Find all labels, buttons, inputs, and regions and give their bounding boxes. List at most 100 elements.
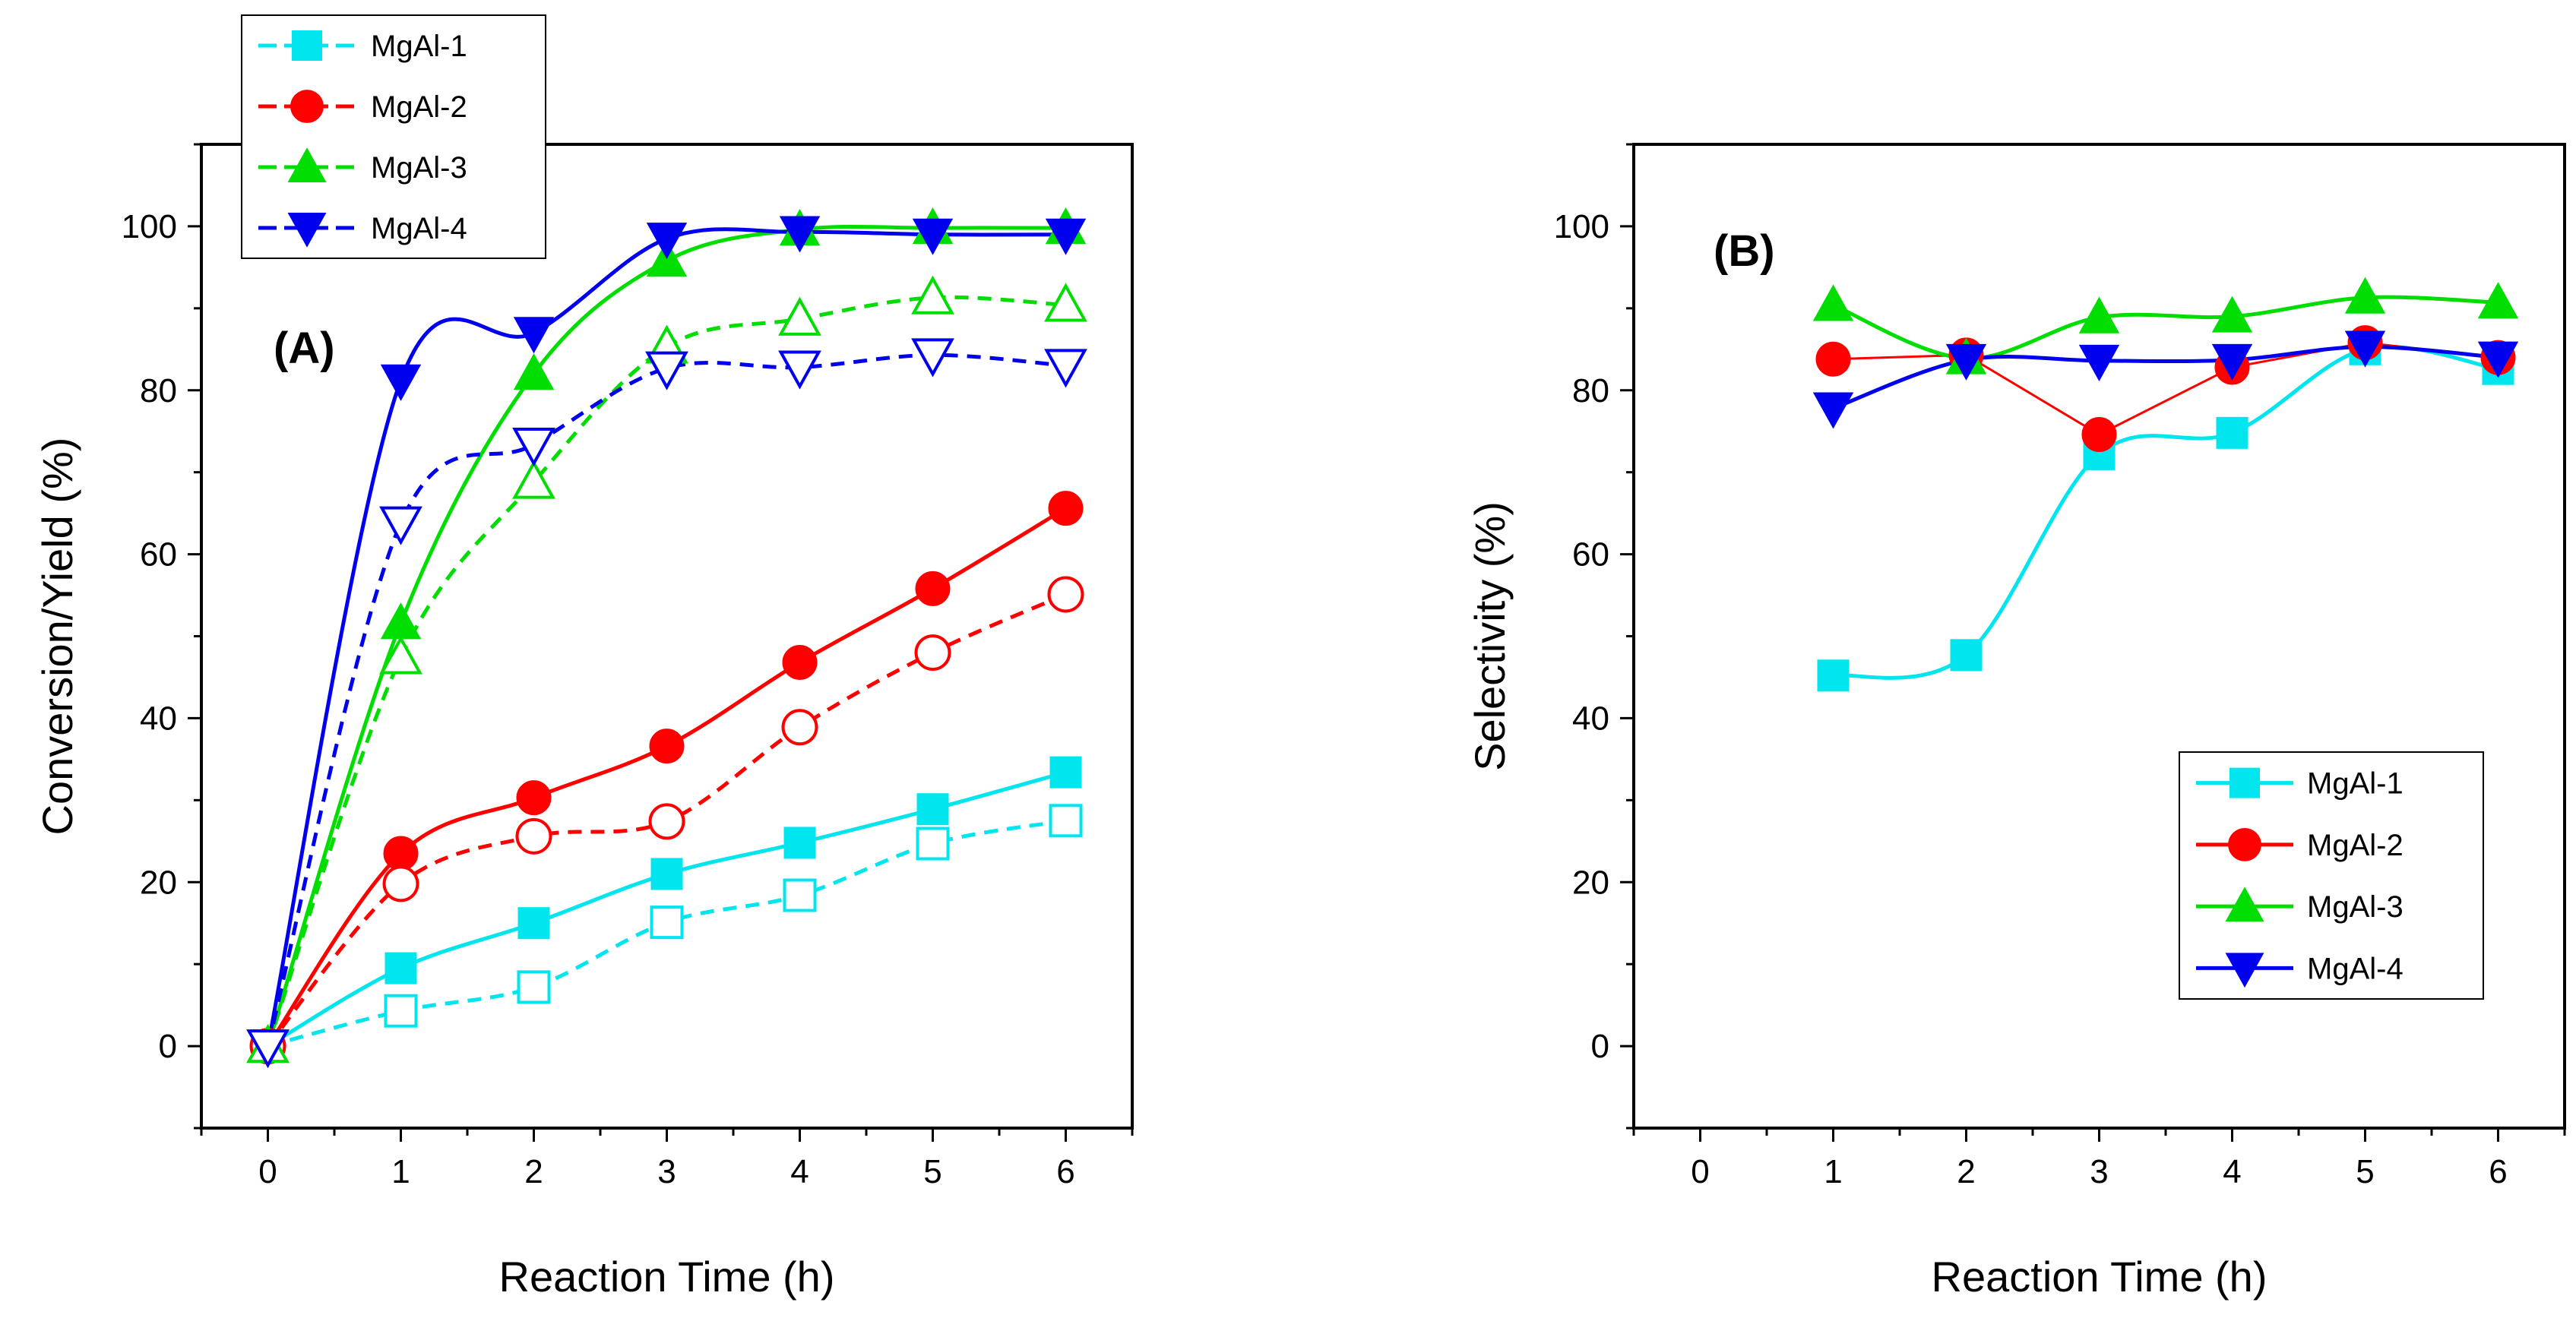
data-point-mgal-4-yield <box>911 338 954 378</box>
series-line-mgal-4-yield <box>266 352 1066 1047</box>
x-tick-label: 2 <box>524 1153 543 1190</box>
data-point-mgal-1-yield <box>384 994 418 1028</box>
data-point-mgal-4 <box>1945 343 1987 381</box>
data-point-mgal-3-conversion <box>513 353 555 390</box>
data-point-mgal-2-conversion <box>1048 491 1084 526</box>
data-point-mgal-4-conversion <box>646 223 688 260</box>
legend-marker <box>2225 953 2264 988</box>
data-point-mgal-1-yield <box>517 970 551 1004</box>
data-point-mgal-3 <box>2477 282 2519 319</box>
y-tick-label: 20 <box>1572 864 1609 901</box>
y-axis-title: Selectivity (%) <box>1466 501 1514 771</box>
data-point-mgal-4-yield <box>1044 349 1087 388</box>
data-point-mgal-4-yield <box>778 350 821 390</box>
legend-label: MgAl-4 <box>2307 952 2404 985</box>
data-point-mgal-2 <box>1815 341 1851 377</box>
y-tick-label: 80 <box>1572 372 1609 409</box>
x-tick-label: 3 <box>2090 1153 2108 1190</box>
data-point-mgal-3 <box>2078 296 2120 333</box>
data-point-mgal-2-yield <box>1047 576 1084 613</box>
y-tick-label: 40 <box>140 700 177 737</box>
legend-marker <box>292 30 322 61</box>
y-tick-label: 100 <box>1554 208 1609 245</box>
data-point-mgal-4-conversion <box>513 317 555 354</box>
data-point-mgal-3-conversion <box>380 602 422 640</box>
data-point-mgal-1-conversion <box>517 907 550 940</box>
data-point-mgal-2-conversion <box>383 836 419 871</box>
data-point-mgal-4-conversion <box>1045 218 1087 255</box>
data-point-mgal-2-yield <box>781 709 818 746</box>
x-tick-label: 1 <box>391 1153 410 1190</box>
x-axis-title: Reaction Time (h) <box>499 1253 835 1301</box>
x-tick-label: 4 <box>2223 1153 2241 1190</box>
series-line-mgal-3-yield <box>266 295 1066 1047</box>
data-point-mgal-1-yield <box>650 906 684 940</box>
data-point-mgal-4 <box>1812 392 1854 429</box>
data-point-mgal-1-conversion <box>783 827 816 859</box>
legend-marker <box>287 147 327 182</box>
data-point-mgal-4-yield <box>645 351 688 390</box>
data-point-mgal-1-yield <box>916 827 950 861</box>
data-point-mgal-2-conversion <box>649 729 685 764</box>
legend-marker <box>2229 767 2260 798</box>
data-point-mgal-1-conversion <box>916 793 949 826</box>
x-tick-label: 2 <box>1957 1153 1975 1190</box>
x-tick-label: 5 <box>923 1153 941 1190</box>
x-axis-title: Reaction Time (h) <box>1932 1253 2267 1301</box>
data-point-mgal-4 <box>2477 341 2519 378</box>
series-line-mgal-1 <box>1833 345 2498 680</box>
data-point-mgal-1 <box>2216 416 2248 449</box>
y-tick-label: 20 <box>140 864 177 901</box>
series-line-mgal-2 <box>1833 341 2498 436</box>
legend-label: MgAl-1 <box>2307 767 2404 801</box>
data-point-mgal-2-yield <box>515 817 552 855</box>
series-line-mgal-3-conversion <box>266 224 1066 1047</box>
data-point-mgal-4-conversion <box>380 364 422 401</box>
legend-label: MgAl-2 <box>2307 829 2404 862</box>
legend-marker <box>290 90 324 123</box>
y-tick-label: 40 <box>1572 700 1609 737</box>
y-tick-label: 0 <box>159 1028 177 1065</box>
data-point-mgal-2-conversion <box>516 780 552 816</box>
data-point-mgal-3-yield <box>512 460 555 499</box>
data-point-mgal-2-yield <box>382 865 419 902</box>
panel-label: (A) <box>274 324 335 373</box>
data-point-mgal-3-yield <box>1044 283 1087 322</box>
data-point-mgal-3 <box>2211 296 2253 333</box>
data-point-mgal-1 <box>1950 639 1983 672</box>
data-point-mgal-1-conversion <box>650 858 683 890</box>
y-tick-label: 60 <box>140 536 177 574</box>
legend-marker <box>287 213 327 248</box>
panel-label: (B) <box>1714 226 1775 276</box>
y-tick-label: 0 <box>1591 1028 1609 1065</box>
data-point-mgal-3 <box>1812 284 1854 321</box>
data-point-mgal-2-conversion <box>782 645 818 681</box>
data-point-mgal-1-yield <box>783 878 817 912</box>
y-tick-label: 80 <box>140 372 177 409</box>
data-point-mgal-3-yield <box>911 275 954 314</box>
legend-label: MgAl-2 <box>371 90 467 124</box>
data-point-mgal-4 <box>2211 343 2253 381</box>
data-point-mgal-4-conversion <box>912 218 954 255</box>
legend: MgAl-1 MgAl-2 MgAl-3 MgAl-4 <box>241 14 546 259</box>
x-tick-label: 4 <box>790 1153 809 1190</box>
data-point-mgal-1-yield <box>1049 804 1083 838</box>
legend-label: MgAl-3 <box>2307 890 2404 924</box>
x-tick-label: 0 <box>1691 1153 1709 1190</box>
x-tick-label: 6 <box>1056 1153 1074 1190</box>
data-point-mgal-4-yield <box>512 427 555 467</box>
data-point-mgal-1-conversion <box>385 952 417 985</box>
data-point-mgal-3-yield <box>778 296 821 336</box>
data-point-mgal-4-conversion <box>779 216 821 253</box>
y-axis-title: Conversion/Yield (%) <box>33 438 81 836</box>
data-point-mgal-2-yield <box>648 803 685 840</box>
data-point-mgal-4-yield <box>246 1029 290 1069</box>
data-point-mgal-2 <box>2081 417 2117 453</box>
series-line-mgal-4-conversion <box>266 227 1066 1047</box>
legend-label: MgAl-3 <box>371 151 467 185</box>
data-point-mgal-4 <box>2344 330 2386 368</box>
y-tick-label: 60 <box>1572 536 1609 574</box>
